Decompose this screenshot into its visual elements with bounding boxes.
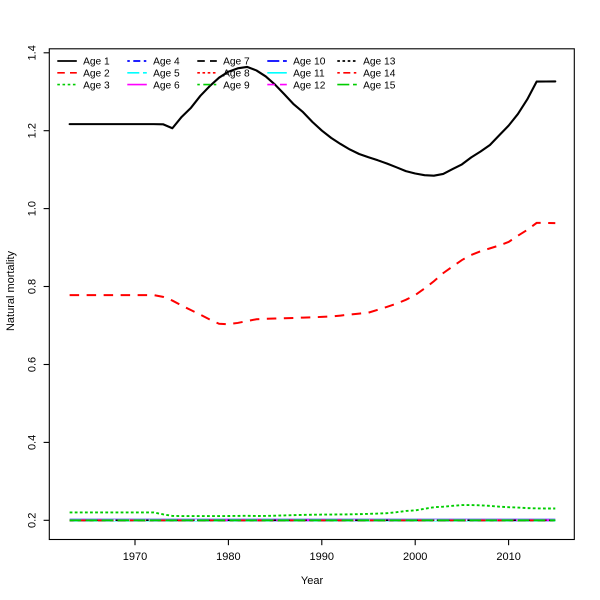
svg-text:Year: Year xyxy=(301,575,324,587)
svg-text:1.0: 1.0 xyxy=(27,201,39,216)
svg-text:0.6: 0.6 xyxy=(27,357,39,372)
svg-text:Natural mortality: Natural mortality xyxy=(5,250,17,331)
svg-text:1970: 1970 xyxy=(123,551,147,563)
svg-text:Age 2: Age 2 xyxy=(83,69,110,80)
svg-text:Age 4: Age 4 xyxy=(153,57,180,68)
svg-text:Age 6: Age 6 xyxy=(153,80,180,91)
svg-text:Age 11: Age 11 xyxy=(293,69,325,80)
svg-text:Age 8: Age 8 xyxy=(223,69,250,80)
svg-text:Age 7: Age 7 xyxy=(223,57,250,68)
svg-text:Age 14: Age 14 xyxy=(363,69,396,80)
svg-text:2010: 2010 xyxy=(496,551,520,563)
svg-text:1990: 1990 xyxy=(310,551,334,563)
svg-text:Age 9: Age 9 xyxy=(223,80,250,91)
svg-text:0.2: 0.2 xyxy=(27,513,39,528)
svg-text:1980: 1980 xyxy=(216,551,240,563)
svg-text:0.8: 0.8 xyxy=(27,279,39,294)
svg-text:Age 13: Age 13 xyxy=(363,57,396,68)
svg-text:Age 5: Age 5 xyxy=(153,69,180,80)
svg-text:2000: 2000 xyxy=(403,551,427,563)
svg-text:Age 10: Age 10 xyxy=(293,57,326,68)
svg-text:0.4: 0.4 xyxy=(27,435,39,450)
svg-text:Age 12: Age 12 xyxy=(293,80,326,91)
svg-text:Age 1: Age 1 xyxy=(83,57,110,68)
svg-text:1.2: 1.2 xyxy=(27,123,39,138)
svg-text:Age 15: Age 15 xyxy=(363,80,396,91)
svg-text:1.4: 1.4 xyxy=(27,45,39,60)
svg-text:Age 3: Age 3 xyxy=(83,80,110,91)
